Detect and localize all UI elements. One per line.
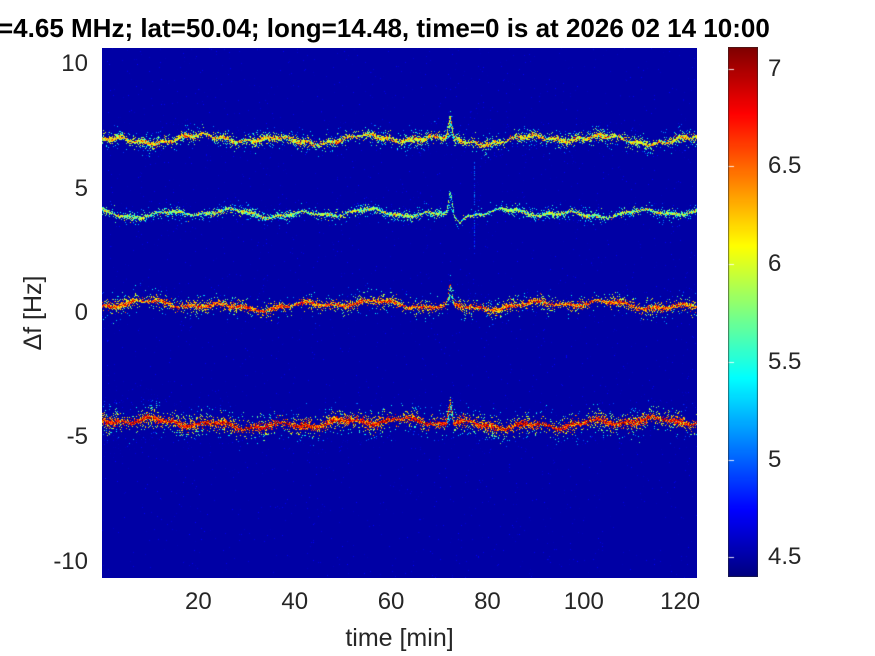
x-tick-label: 80 — [474, 588, 501, 615]
colorbar-tick-label: 6.5 — [768, 152, 802, 180]
chart-title: =4.65 MHz; lat=50.04; long=14.48, time=0… — [0, 13, 770, 43]
colorbar-tick-label: 5 — [768, 445, 782, 473]
y-tick-label: 5 — [74, 174, 88, 202]
colorbar-tick-label: 6 — [768, 250, 782, 278]
y-tick-label: -10 — [53, 547, 88, 575]
x-axis-label: time [min] — [345, 624, 454, 652]
spectrogram-plot-area — [102, 48, 697, 578]
x-tick-label: 20 — [184, 588, 212, 615]
x-tick-label: 120 — [660, 588, 701, 615]
y-tick-label: 10 — [61, 50, 88, 78]
x-tick-label: 40 — [281, 588, 309, 615]
colorbar — [728, 47, 758, 577]
y-tick-label: 0 — [74, 299, 88, 326]
colorbar-tick-label: 5.5 — [768, 347, 802, 375]
x-tick-label: 100 — [563, 588, 604, 615]
y-tick-label: -5 — [66, 423, 88, 451]
y-axis-label: Δf [Hz] — [19, 275, 47, 351]
x-tick-label: 60 — [377, 588, 405, 615]
colorbar-tick-label: 4.5 — [768, 543, 802, 571]
colorbar-tick-label: 7 — [768, 54, 782, 82]
